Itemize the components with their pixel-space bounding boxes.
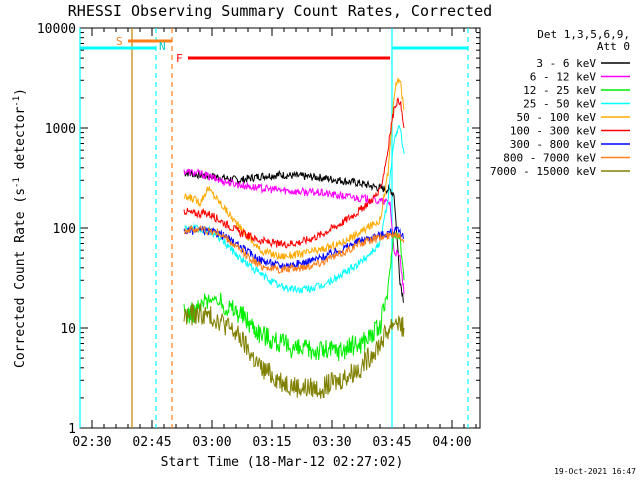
series-line bbox=[183, 224, 405, 274]
plot-area: 1 10 100 1000 10000 02:30 02:45 03:00 03:15 03:30… bbox=[37, 22, 481, 450]
series-line bbox=[183, 302, 405, 399]
legend-label: 50 - 100 keV bbox=[517, 111, 597, 124]
series-line bbox=[183, 77, 405, 260]
legend-label: 300 - 800 keV bbox=[510, 138, 596, 151]
x-tick-label: 03:15 bbox=[252, 435, 291, 450]
series-line bbox=[183, 124, 405, 294]
x-tick-label: 02:30 bbox=[72, 435, 111, 450]
timestamp: 19-Oct-2021 16:47 bbox=[554, 467, 636, 476]
legend-label: 100 - 300 keV bbox=[510, 125, 596, 138]
y-tick-label: 100 bbox=[53, 222, 76, 237]
x-tick-label: 02:45 bbox=[132, 435, 171, 450]
chart-title: RHESSI Observing Summary Count Rates, Co… bbox=[68, 2, 492, 20]
y-tick-label: 10 bbox=[60, 322, 76, 337]
series-line bbox=[183, 231, 405, 362]
legend-header: Det 1,3,5,6,9, bbox=[537, 28, 630, 41]
legend-label: 7000 - 15000 keV bbox=[490, 165, 596, 178]
y-tick-label: 10000 bbox=[37, 22, 76, 37]
legend-label: 3 - 6 keV bbox=[536, 57, 596, 70]
y-tick-label: 1 bbox=[68, 422, 76, 437]
x-tick-label: 04:00 bbox=[432, 435, 471, 450]
legend-label: 12 - 25 keV bbox=[523, 84, 596, 97]
plot-frame bbox=[79, 27, 481, 429]
x-tick-label: 03:30 bbox=[312, 435, 351, 450]
state-bar-label: S bbox=[116, 35, 123, 48]
legend-header: Att 0 bbox=[597, 40, 630, 53]
y-axis-label: Corrected Count Rate (s-1 detector-1) bbox=[12, 88, 28, 368]
legend-label: 25 - 50 keV bbox=[523, 98, 596, 111]
state-bar-label: F bbox=[176, 52, 183, 65]
legend-label: 6 - 12 keV bbox=[530, 71, 597, 84]
x-tick-label: 03:00 bbox=[192, 435, 231, 450]
series-line bbox=[183, 97, 405, 249]
series-line bbox=[183, 168, 405, 294]
legend-label: 800 - 7000 keV bbox=[503, 152, 596, 165]
x-tick-label: 03:45 bbox=[372, 435, 411, 450]
state-bar-label: N bbox=[159, 40, 166, 53]
x-axis-label: Start Time (18-Mar-12 02:27:02) bbox=[161, 455, 404, 470]
y-tick-label: 1000 bbox=[45, 122, 76, 137]
